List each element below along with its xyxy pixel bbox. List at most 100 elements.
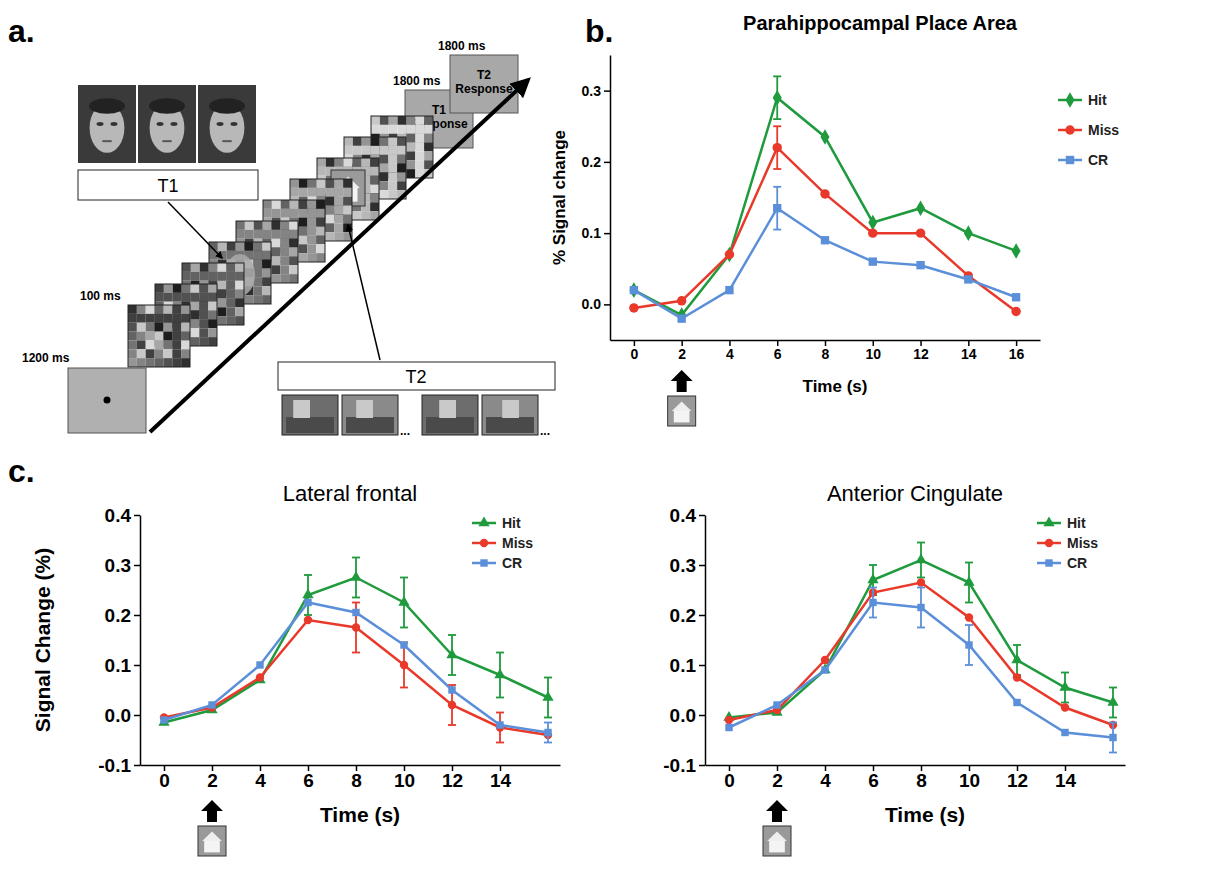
house-icon bbox=[331, 170, 365, 206]
noise-cell bbox=[182, 263, 191, 272]
noise-cell bbox=[379, 172, 388, 181]
error-cap bbox=[400, 687, 408, 689]
marker bbox=[350, 571, 361, 581]
noise-cell bbox=[163, 340, 172, 349]
noise-cell bbox=[200, 263, 209, 272]
axis-line bbox=[141, 765, 561, 767]
x-tick: 0 bbox=[630, 340, 638, 362]
noise-cell bbox=[289, 239, 298, 248]
noise-cell bbox=[164, 284, 173, 293]
house-bg bbox=[668, 396, 696, 426]
tick-label: 0.2 bbox=[105, 605, 131, 626]
panel-label: a. bbox=[8, 13, 35, 49]
marker bbox=[725, 250, 734, 259]
noise-cell bbox=[406, 169, 415, 178]
noise-cell bbox=[307, 200, 316, 209]
legend-label: Miss bbox=[1067, 535, 1098, 551]
noise-cell bbox=[172, 305, 181, 314]
noise-cell bbox=[226, 307, 235, 316]
noise-cell bbox=[334, 179, 343, 188]
x-axis: 0246810121416 bbox=[611, 340, 1041, 362]
x-tick: 6 bbox=[774, 340, 782, 362]
legend-label: CR bbox=[502, 555, 522, 571]
noise-cell bbox=[190, 311, 199, 320]
marker bbox=[773, 701, 780, 708]
noise-cell bbox=[379, 190, 388, 199]
tick-mark bbox=[134, 665, 140, 667]
noise-cell bbox=[361, 158, 370, 167]
tick-label: 8 bbox=[916, 770, 927, 791]
tick-mark bbox=[134, 565, 140, 567]
y-tick: 0.1 bbox=[582, 225, 610, 241]
series-line bbox=[729, 583, 1113, 726]
tick-label: 6 bbox=[303, 770, 314, 791]
error-cap bbox=[496, 742, 504, 744]
x-tick: 8 bbox=[822, 340, 830, 362]
noise-cell bbox=[317, 188, 326, 197]
noise-cell bbox=[398, 116, 407, 125]
noise-cell bbox=[172, 358, 181, 367]
noise-cell bbox=[308, 188, 317, 197]
noise-cell bbox=[334, 223, 343, 232]
frame-border bbox=[182, 263, 244, 325]
marker bbox=[1012, 293, 1020, 301]
marker bbox=[544, 729, 551, 736]
noise-cell bbox=[208, 311, 217, 320]
noise-cell bbox=[290, 188, 299, 197]
noise-cell bbox=[379, 146, 388, 155]
noise-cell bbox=[370, 176, 379, 185]
legend: HitMissCR bbox=[472, 515, 533, 571]
scene-part bbox=[426, 417, 474, 433]
house-bg bbox=[331, 170, 365, 206]
axis-line bbox=[705, 516, 707, 766]
noise-cell bbox=[406, 134, 415, 143]
noise-cell bbox=[343, 223, 352, 232]
scene-part bbox=[293, 400, 310, 418]
noise-cell bbox=[199, 293, 208, 302]
scene-bg bbox=[282, 395, 338, 435]
noise-cell bbox=[190, 302, 199, 311]
mouth bbox=[102, 140, 111, 142]
marker bbox=[916, 228, 925, 237]
noise-cell bbox=[137, 349, 146, 358]
house-roof bbox=[767, 831, 787, 841]
marker bbox=[629, 282, 638, 298]
hair bbox=[89, 98, 125, 114]
x-axis-title: Time (s) bbox=[885, 803, 965, 826]
marker bbox=[1013, 673, 1021, 681]
noise-cell bbox=[208, 319, 217, 328]
error-cap bbox=[1061, 672, 1069, 674]
marker bbox=[1109, 734, 1116, 741]
marker bbox=[448, 686, 455, 693]
legend-label: CR bbox=[1088, 152, 1108, 168]
tick-label: 14 bbox=[1055, 770, 1077, 791]
noise-cell bbox=[424, 143, 433, 152]
noise-cell bbox=[235, 298, 244, 307]
noise-cell bbox=[289, 274, 298, 283]
noise-cell bbox=[388, 181, 397, 190]
y-tick: 0.3 bbox=[105, 555, 140, 576]
marker bbox=[542, 691, 553, 701]
noise-cell bbox=[235, 263, 244, 272]
marker bbox=[352, 623, 360, 631]
noise-cell bbox=[343, 206, 352, 215]
marker bbox=[725, 724, 732, 731]
noise-cell bbox=[272, 209, 281, 218]
noise-cell bbox=[163, 305, 172, 314]
hair bbox=[209, 98, 245, 114]
tick-label: 0.0 bbox=[670, 705, 696, 726]
duration-label: 1800 ms bbox=[438, 39, 486, 53]
noise-cell bbox=[263, 200, 272, 209]
marker bbox=[1011, 307, 1020, 316]
x-tick: 0 bbox=[724, 765, 735, 791]
tick-label: 4 bbox=[820, 770, 831, 791]
noise-cell bbox=[253, 242, 262, 251]
time-arrow bbox=[150, 80, 528, 432]
noise-cell bbox=[137, 314, 146, 323]
x-tick: 12 bbox=[1007, 765, 1028, 791]
tick-label: 0.3 bbox=[670, 555, 696, 576]
marker bbox=[256, 673, 264, 681]
legend-label: Hit bbox=[1088, 92, 1107, 108]
noise-cell bbox=[262, 269, 271, 278]
noise-cell bbox=[217, 316, 226, 325]
